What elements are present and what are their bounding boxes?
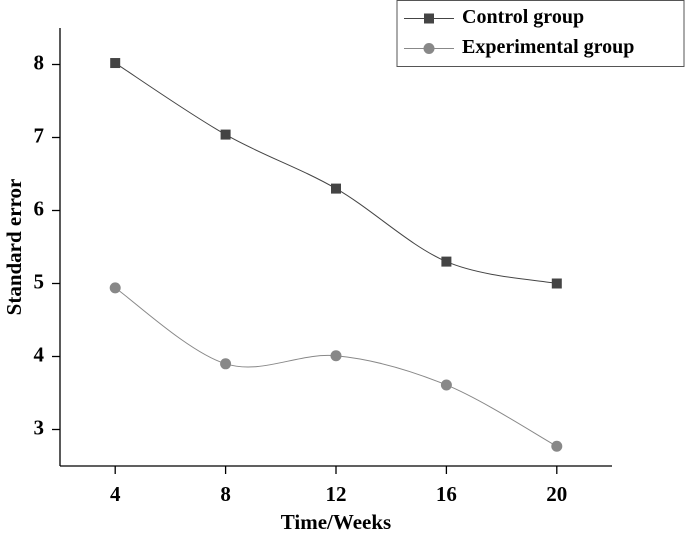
marker xyxy=(423,43,435,54)
marker xyxy=(109,282,121,294)
series-line xyxy=(114,287,558,447)
marker xyxy=(440,379,452,391)
legend-label: Experimental group xyxy=(462,36,634,58)
y-tick-label: 6 xyxy=(34,196,45,220)
x-tick-label: 20 xyxy=(546,482,567,506)
marker xyxy=(220,129,231,140)
marker xyxy=(424,13,434,24)
y-tick-label: 5 xyxy=(34,269,45,293)
marker xyxy=(551,440,563,452)
marker xyxy=(331,183,341,194)
x-tick-label: 16 xyxy=(436,482,457,506)
x-tick-label: 4 xyxy=(110,482,121,506)
y-tick-label: 7 xyxy=(34,123,45,147)
marker xyxy=(220,358,232,370)
x-tick-label: 8 xyxy=(220,482,231,506)
y-tick-label: 4 xyxy=(34,342,45,366)
marker xyxy=(110,58,121,69)
y-axis-title: Standard error xyxy=(2,179,26,316)
y-tick-label: 3 xyxy=(34,415,45,439)
legend-label: Control group xyxy=(462,6,584,28)
marker xyxy=(330,350,342,362)
series-line xyxy=(114,62,557,284)
x-tick-label: 12 xyxy=(326,482,347,506)
y-tick-label: 8 xyxy=(34,50,45,74)
marker xyxy=(441,256,452,267)
marker xyxy=(551,278,562,289)
legend-box xyxy=(396,0,685,67)
x-axis-title: Time/Weeks xyxy=(281,510,391,534)
